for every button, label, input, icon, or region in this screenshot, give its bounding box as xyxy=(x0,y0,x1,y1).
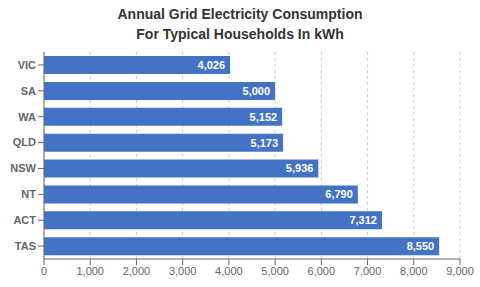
svg-text:3,000: 3,000 xyxy=(169,265,197,277)
svg-text:7,312: 7,312 xyxy=(349,214,377,226)
svg-text:5,173: 5,173 xyxy=(251,137,279,149)
svg-text:NSW: NSW xyxy=(10,162,36,174)
svg-text:2,000: 2,000 xyxy=(123,265,151,277)
svg-text:8,550: 8,550 xyxy=(407,240,435,252)
svg-text:6,790: 6,790 xyxy=(325,188,353,200)
svg-text:5,000: 5,000 xyxy=(243,85,271,97)
svg-text:4,000: 4,000 xyxy=(215,265,243,277)
svg-text:8,000: 8,000 xyxy=(400,265,428,277)
svg-text:NT: NT xyxy=(21,188,36,200)
svg-text:9,000: 9,000 xyxy=(446,265,472,277)
svg-text:5,936: 5,936 xyxy=(286,162,314,174)
svg-text:0: 0 xyxy=(41,265,47,277)
svg-text:4,026: 4,026 xyxy=(198,59,226,71)
html-text:For Typical Households In kWh: For Typical Households In kWh xyxy=(136,26,344,42)
svg-text:6,000: 6,000 xyxy=(308,265,336,277)
svg-text:SA: SA xyxy=(21,85,36,97)
svg-text:TAS: TAS xyxy=(15,240,36,252)
svg-text:QLD: QLD xyxy=(13,136,36,148)
svg-text:VIC: VIC xyxy=(18,59,36,71)
svg-text:5,152: 5,152 xyxy=(250,111,278,123)
svg-text:ACT: ACT xyxy=(13,214,36,226)
svg-text:1,000: 1,000 xyxy=(76,265,104,277)
svg-text:5,000: 5,000 xyxy=(261,265,289,277)
html-text:Annual Grid Electricity Consum: Annual Grid Electricity Consumption xyxy=(117,6,363,22)
svg-text:WA: WA xyxy=(18,111,36,123)
svg-text:7,000: 7,000 xyxy=(354,265,382,277)
